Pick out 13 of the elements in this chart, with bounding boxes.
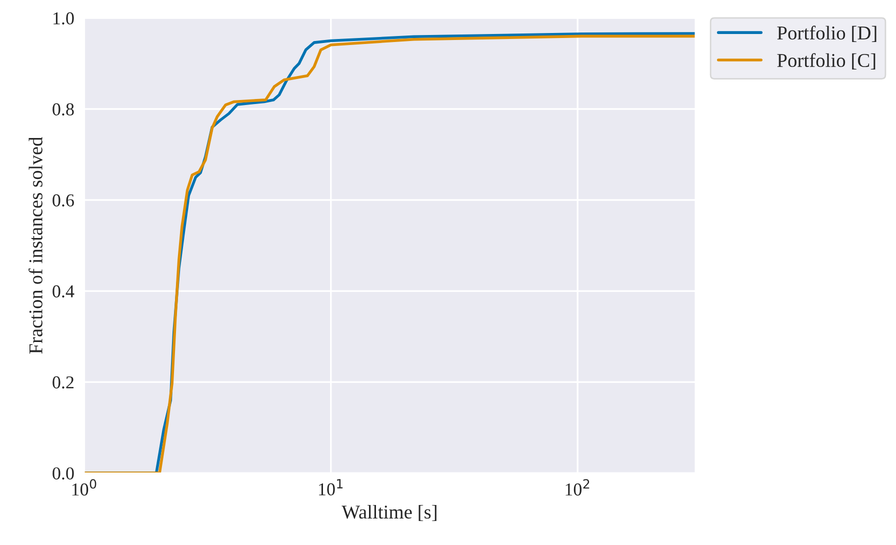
y-tick-label: 0.6: [52, 194, 74, 207]
legend-label: Portfolio [D]: [777, 26, 876, 42]
y-tick-label: 0.8: [52, 103, 74, 116]
x-tick-label: 10$^{1}$: [319, 479, 343, 496]
y-tick-label: 0.4: [52, 285, 74, 298]
y-tick-label: 0.2: [52, 376, 74, 389]
y-tick-label: 0.0: [52, 467, 74, 480]
x-axis-title: Walltime [s]: [342, 504, 436, 522]
y-tick-label: 1.0: [54, 12, 74, 25]
legend-label: Portfolio [C]: [777, 53, 876, 70]
x-tick-label: 10$^{0}$: [72, 479, 96, 496]
y-axis-title: Fraction of instances solved: [28, 136, 42, 354]
x-tick-label: 10$^{2}$: [566, 479, 590, 496]
